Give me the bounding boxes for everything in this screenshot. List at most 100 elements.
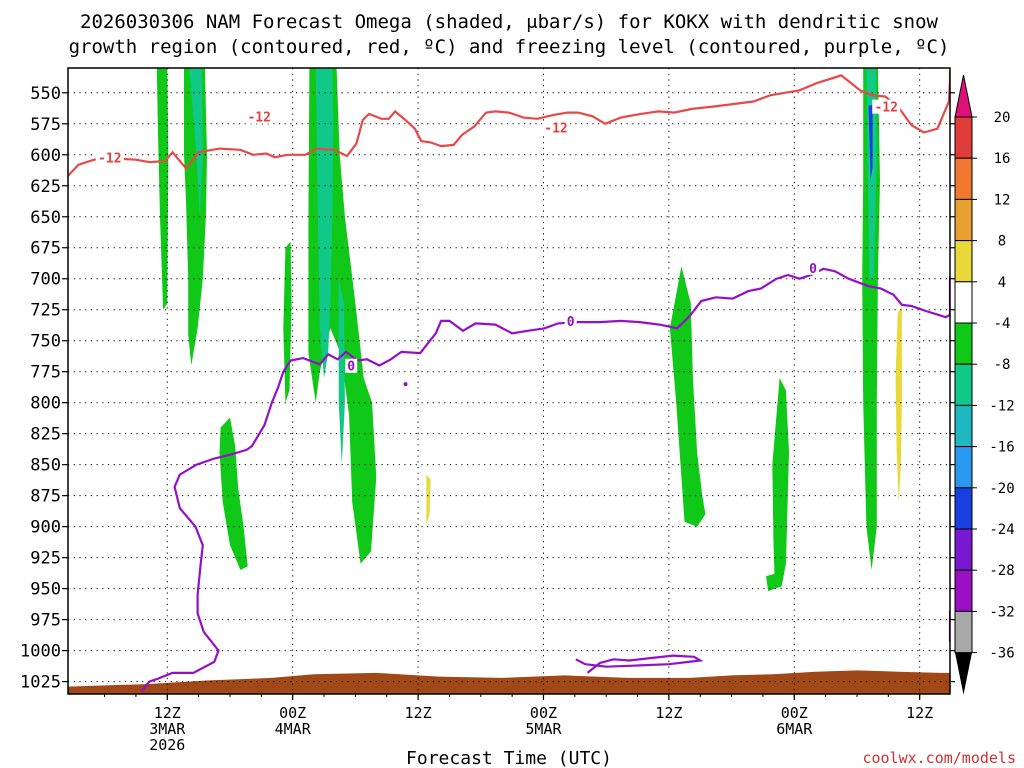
terrain-fill	[68, 670, 950, 694]
colorbar-label: 20	[994, 110, 1011, 126]
colorbar-label: -12	[989, 398, 1014, 414]
y-tick-label: 800	[30, 394, 61, 414]
colorbar-label: 4	[998, 275, 1006, 291]
contour-label-bg	[245, 109, 274, 124]
contour-label: -12	[98, 151, 121, 166]
y-axis: 550 575 600 625 650 675 700 725 750 775 800 825 850 8…	[20, 84, 955, 693]
contour-label-bg	[345, 358, 358, 373]
y-tick-label: 700	[30, 270, 61, 290]
colorbar-swatch	[954, 198, 973, 242]
omega-region-green	[156, 68, 169, 310]
colorbar-label: 12	[994, 192, 1011, 208]
dgz-contour-line	[68, 70, 950, 177]
colorbar-label: 8	[998, 234, 1006, 250]
contour-label-bg	[872, 99, 901, 114]
colorbar-bottom-arrow	[955, 652, 972, 695]
y-tick-label: 575	[30, 115, 61, 135]
y-tick-label: 825	[30, 425, 61, 445]
colorbar-swatch	[954, 281, 973, 324]
y-tick-label: 625	[30, 177, 61, 197]
y-tick-label: 875	[30, 487, 61, 507]
omega-region-teal	[189, 68, 203, 217]
colorbar-swatch	[954, 528, 973, 571]
contour-label: 0	[347, 360, 355, 375]
colorbar-label: -32	[989, 604, 1014, 620]
colorbar-swatch	[954, 569, 973, 612]
x-tick-label: 3MAR	[149, 720, 186, 738]
colorbar-label: -24	[989, 522, 1014, 538]
colorbar: 20 16 12 8 4 -4 -8 -12 -16 -20 -24 -28 -32 -36	[954, 74, 1015, 695]
omega-region-yellow	[426, 474, 431, 525]
colorbar-swatch	[954, 363, 973, 406]
contour-label-bg	[542, 120, 571, 135]
x-axis-title: Forecast Time (UTC)	[406, 748, 612, 768]
freezing-level-dot	[403, 382, 408, 387]
colorbar-swatch	[954, 446, 973, 489]
x-tick-label: 00Z	[279, 704, 306, 722]
x-tick-label: 12Z	[906, 704, 933, 722]
x-tick-label: 2026	[149, 736, 185, 754]
omega-shading	[156, 68, 902, 592]
freezing-level-line-lower	[575, 654, 704, 674]
omega-region-green	[219, 417, 248, 570]
y-tick-label: 950	[30, 580, 61, 600]
omega-region-blue	[868, 105, 873, 180]
contour-label-bg	[807, 260, 820, 275]
contour-label: 0	[809, 262, 817, 277]
x-tick-label: 12Z	[405, 704, 432, 722]
x-tick-label: 00Z	[781, 704, 808, 722]
colorbar-label: -16	[989, 440, 1014, 456]
contour-label-bg	[95, 150, 124, 165]
colorbar-swatch	[954, 157, 973, 200]
y-tick-label: 650	[30, 208, 61, 228]
omega-region-green	[669, 266, 706, 527]
colorbar-label: -36	[989, 646, 1014, 662]
y-tick-label: 750	[30, 332, 61, 352]
contour-label-bg	[564, 314, 577, 329]
credit-link[interactable]: coolwx.com/models	[862, 749, 1016, 767]
colorbar-swatch	[954, 610, 973, 654]
x-tick-label: 4MAR	[275, 720, 312, 738]
colorbar-label: -4	[994, 316, 1011, 332]
colorbar-swatch	[954, 487, 973, 530]
y-tick-label: 550	[30, 84, 61, 104]
x-tick-label: 5MAR	[525, 720, 562, 738]
colorbar-label: -28	[989, 563, 1014, 579]
colorbar-top-arrow	[954, 74, 973, 118]
y-tick-label: 1025	[20, 673, 61, 693]
chart-title-line-2: growth region (contoured, red, ºC) and f…	[69, 36, 950, 58]
chart-title-line-1: 2026030306 NAM Forecast Omega (shaded, μ…	[80, 11, 938, 33]
contour-label: -12	[247, 111, 270, 126]
y-tick-label: 900	[30, 518, 61, 538]
omega-region-green	[283, 241, 292, 403]
x-tick-label: 12Z	[655, 704, 682, 722]
y-tick-label: 600	[30, 146, 61, 166]
freezing-level-line	[140, 267, 950, 693]
colorbar-swatch	[954, 322, 973, 365]
plot-border	[67, 67, 951, 695]
terrain-area	[68, 670, 950, 694]
plot-frame	[67, 67, 951, 695]
y-tick-label: 850	[30, 456, 61, 476]
colorbar-label: 16	[994, 151, 1011, 167]
y-tick-label: 1000	[20, 642, 61, 662]
x-tick-label: 6MAR	[776, 720, 813, 738]
contour-label: 0	[567, 315, 575, 330]
x-tick-label: 12Z	[154, 704, 181, 722]
y-tick-label: 775	[30, 363, 61, 383]
contour-label: -12	[874, 101, 897, 116]
colorbar-swatch	[954, 240, 973, 283]
colorbar-swatch	[954, 404, 973, 448]
colorbar-swatch	[954, 116, 973, 159]
contour-label: -12	[544, 122, 567, 137]
y-tick-label: 675	[30, 239, 61, 259]
contours: -12 -12 -12 -12 0 0 0	[68, 70, 950, 693]
x-tick-label: 00Z	[530, 704, 557, 722]
omega-region-green	[766, 377, 789, 592]
y-tick-label: 725	[30, 301, 61, 321]
y-tick-label: 975	[30, 611, 61, 631]
colorbar-label: -8	[994, 357, 1011, 373]
y-tick-label: 925	[30, 549, 61, 569]
